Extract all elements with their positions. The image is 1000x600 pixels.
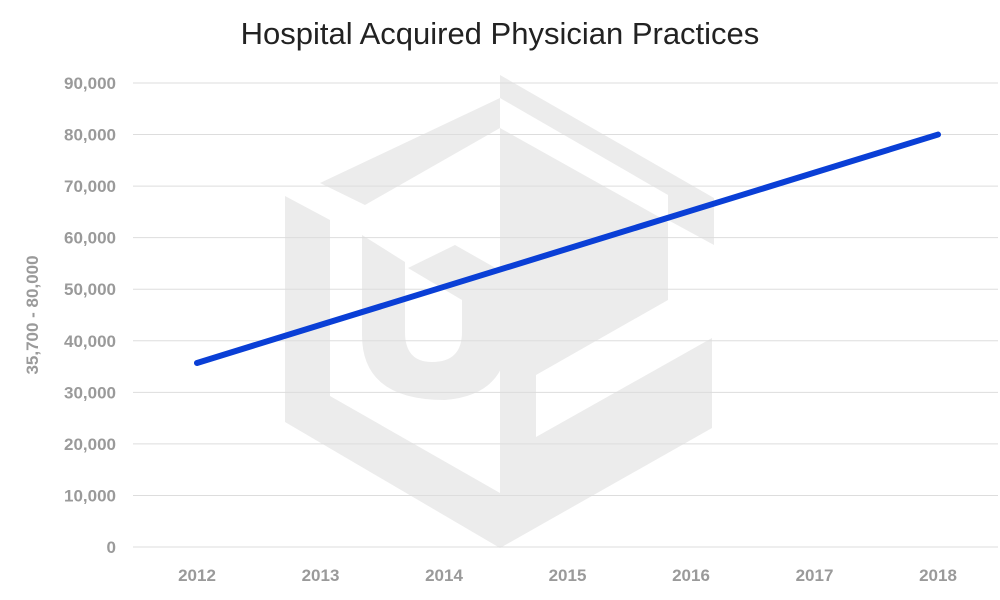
y-tick-label: 30,000: [64, 383, 116, 402]
x-tick-label: 2017: [796, 566, 834, 585]
x-tick-label: 2014: [425, 566, 463, 585]
y-tick-label: 60,000: [64, 229, 116, 248]
y-tick-label: 20,000: [64, 435, 116, 454]
x-tick-label: 2012: [178, 566, 216, 585]
y-axis-ticks: 0 10,000 20,000 30,000 40,000 50,000 60,000 70,…: [64, 74, 116, 557]
y-tick-label: 80,000: [64, 126, 116, 145]
x-tick-label: 2015: [549, 566, 587, 585]
watermark-logo: [285, 75, 714, 548]
y-tick-label: 70,000: [64, 177, 116, 196]
y-tick-label: 0: [107, 538, 116, 557]
series-group: [194, 131, 941, 366]
y-axis-label: 35,700 - 80,000: [23, 255, 42, 374]
gridlines: [133, 82, 998, 548]
x-tick-label: 2018: [919, 566, 957, 585]
watermark-outer-hexagon: [285, 75, 714, 548]
watermark-inner-mark: [362, 235, 508, 400]
y-tick-label: 90,000: [64, 74, 116, 93]
series-line: [194, 131, 941, 366]
y-tick-label: 40,000: [64, 332, 116, 351]
chart-title: Hospital Acquired Physician Practices: [241, 16, 760, 51]
x-axis-ticks: 2012 2013 2014 2015 2016 2017 2018: [178, 566, 957, 585]
x-tick-label: 2013: [302, 566, 340, 585]
y-tick-label: 10,000: [64, 486, 116, 505]
x-tick-label: 2016: [672, 566, 710, 585]
y-tick-label: 50,000: [64, 280, 116, 299]
